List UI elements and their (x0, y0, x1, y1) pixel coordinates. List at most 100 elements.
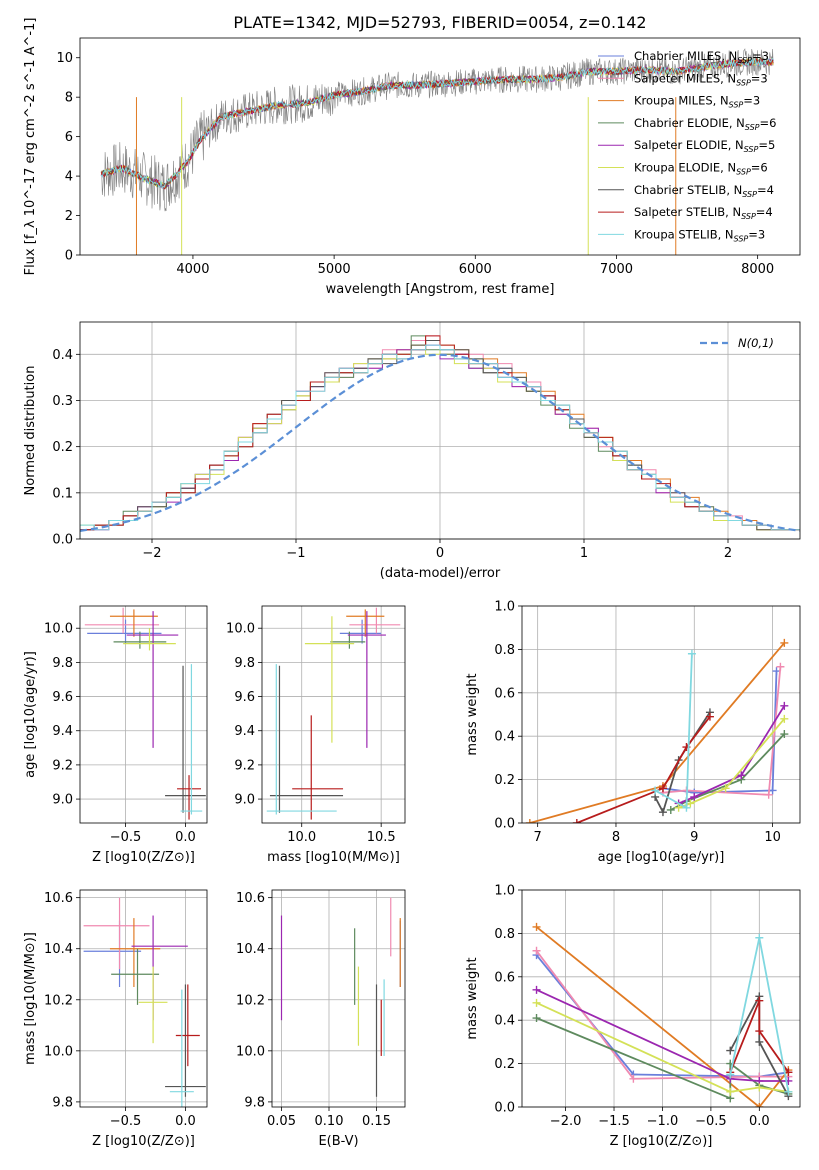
y-tick-label: 10.0 (226, 622, 255, 637)
panel-residuals: −2 −1 0 1 2 0.0 0.1 0.2 0.3 0.4 (data-model)/error… (23, 321, 801, 581)
x-tick-label: 4000 (176, 262, 209, 277)
plot-area (532, 922, 793, 1107)
y-tick-label: 9.8 (244, 1095, 265, 1110)
x-tick-label: 10.0 (287, 830, 316, 845)
legend-label: Chabrier STELIB, NSSP=4 (634, 183, 774, 199)
x-tick-label: 8 (612, 830, 620, 845)
y-tick-label: 10.4 (236, 942, 265, 957)
x-tick-label: −1.0 (647, 1114, 679, 1129)
weight-marker (780, 730, 789, 739)
y-tick-label: 0.0 (494, 1101, 515, 1116)
weight-marker (726, 1046, 735, 1055)
spectrum-legend: Chabrier MILES, NSSP=3 Salpeter MILES, NS… (598, 49, 776, 243)
x-axis-label: (data-model)/error (380, 566, 501, 581)
y-axis-label: mass weight (465, 957, 480, 1039)
weight-marker (687, 649, 696, 658)
axes-frame (521, 889, 801, 1108)
x-axis-label: Z [log10(Z/Z⊙)] (92, 850, 195, 865)
legend-label: Kroupa MILES, NSSP=3 (634, 94, 760, 110)
x-axis-label: Z [log10(Z/Z⊙)] (610, 1134, 713, 1149)
y-tick-label: 2 (65, 209, 73, 224)
y-tick-label: 9.0 (52, 793, 73, 808)
y-tick-label: 10 (56, 51, 73, 66)
y-tick-label: 9.8 (52, 656, 73, 671)
weight-line (662, 666, 782, 796)
weight-line (576, 716, 711, 823)
y-tick-label: 10.2 (44, 993, 73, 1008)
weight-marker (780, 638, 789, 647)
legend-label: Salpeter MILES, NSSP=3 (634, 71, 768, 87)
weight-line (535, 926, 790, 1107)
legend-label: Salpeter ELODIE, NSSP=5 (634, 138, 775, 154)
plot-area (266, 607, 401, 820)
y-tick-label: 10.0 (236, 1044, 265, 1059)
weight-marker (721, 784, 730, 793)
panel-age_vs_Z: −0.5 0.0 9.0 9.2 9.4 9.6 9.8 10.0 Z [log10(Z/Z⊙)… (23, 605, 208, 865)
x-tick-label: −0.5 (695, 1114, 727, 1129)
y-tick-label: 1.0 (494, 600, 515, 615)
gaussian-legend-label: N(0,1) (738, 336, 774, 350)
legend-label: Chabrier MILES, NSSP=3 (634, 49, 769, 65)
weight-line (536, 988, 789, 1082)
y-axis-label: age [log10(age/yr)] (23, 651, 38, 778)
axes-frame (521, 605, 801, 824)
y-tick-label: 0.0 (494, 817, 515, 832)
y-axis-label: mass [log10(M/M⊙)] (23, 932, 38, 1065)
weight-line (536, 1001, 789, 1093)
x-tick-label: −1 (286, 546, 305, 561)
weight-marker (532, 985, 541, 994)
y-tick-label: 0.3 (52, 394, 73, 409)
y-tick-label: 0.6 (494, 970, 515, 985)
x-axis-label: wavelength [Angstrom, rest frame] (326, 282, 555, 297)
x-tick-label: −0.5 (110, 1114, 142, 1129)
weight-marker (755, 1103, 764, 1107)
weight-marker (572, 819, 581, 823)
figure-title: PLATE=1342, MJD=52793, FIBERID=0054, z=0… (233, 13, 646, 32)
weight-line (662, 671, 778, 794)
plot-area (80, 335, 800, 539)
y-tick-label: 9.0 (234, 793, 255, 808)
weight-line (678, 718, 785, 809)
y-tick-label: 9.4 (234, 724, 255, 739)
y-tick-label: 9.6 (52, 690, 73, 705)
legend-label: Kroupa ELODIE, NSSP=6 (634, 161, 768, 177)
weight-marker (755, 1037, 764, 1046)
weight-marker (755, 933, 764, 942)
weight-line (529, 642, 785, 823)
axes-frame (271, 889, 406, 1108)
y-tick-label: 8 (65, 91, 73, 106)
weight-marker (666, 805, 675, 814)
x-tick-label: 0.0 (175, 830, 196, 845)
plot-area (84, 607, 206, 820)
weight-marker (776, 662, 785, 671)
weight-marker (705, 712, 714, 721)
y-tick-label: 10.0 (44, 1044, 73, 1059)
weight-line (729, 1000, 790, 1073)
axes-frame (79, 37, 801, 256)
x-tick-label: 1 (580, 546, 588, 561)
y-axis-label: Normed distribution (23, 366, 38, 496)
weight-marker (755, 1083, 764, 1092)
y-tick-label: 9.8 (52, 1095, 73, 1110)
x-tick-label: 0.05 (267, 1114, 296, 1129)
y-tick-label: 0.2 (52, 440, 73, 455)
axes-frame (79, 605, 208, 824)
y-tick-label: 6 (65, 130, 73, 145)
y-tick-label: 0.4 (494, 1014, 515, 1029)
plot-area (525, 638, 789, 823)
weight-marker (726, 1070, 735, 1079)
spectrum-model-line (100, 58, 774, 189)
y-tick-label: 0.8 (494, 927, 515, 942)
weight-marker (532, 998, 541, 1007)
x-tick-label: 0.0 (749, 1114, 770, 1129)
x-tick-label: −1.5 (598, 1114, 630, 1129)
weight-marker (726, 1087, 735, 1096)
axes-frame (79, 889, 208, 1108)
weight-marker (525, 819, 534, 823)
y-axis-label: Flux [f_λ 10^-17 erg cm^-2 s^-1 A^-1] (23, 18, 38, 276)
weight-marker (780, 701, 789, 710)
weight-marker (784, 1087, 793, 1096)
weight-marker (755, 996, 764, 1005)
y-tick-label: 10.6 (236, 891, 265, 906)
x-tick-label: 0.0 (175, 1114, 196, 1129)
